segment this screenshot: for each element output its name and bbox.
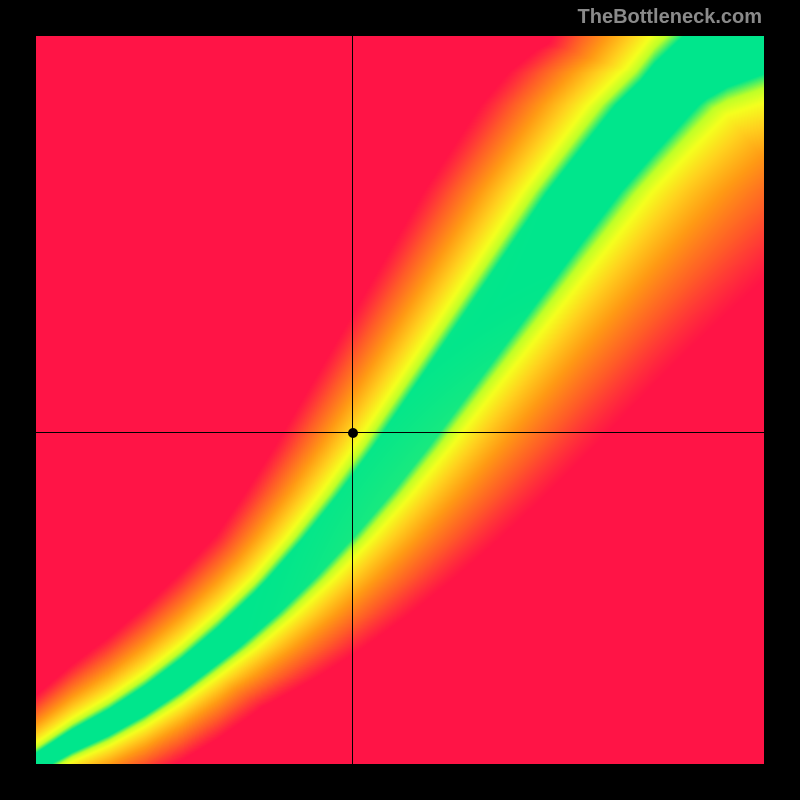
heatmap-canvas <box>36 36 764 764</box>
heatmap-plot <box>36 36 764 764</box>
crosshair-point <box>348 428 358 438</box>
crosshair-vertical <box>352 36 353 764</box>
crosshair-horizontal <box>36 432 764 433</box>
watermark-text: TheBottleneck.com <box>578 6 762 29</box>
